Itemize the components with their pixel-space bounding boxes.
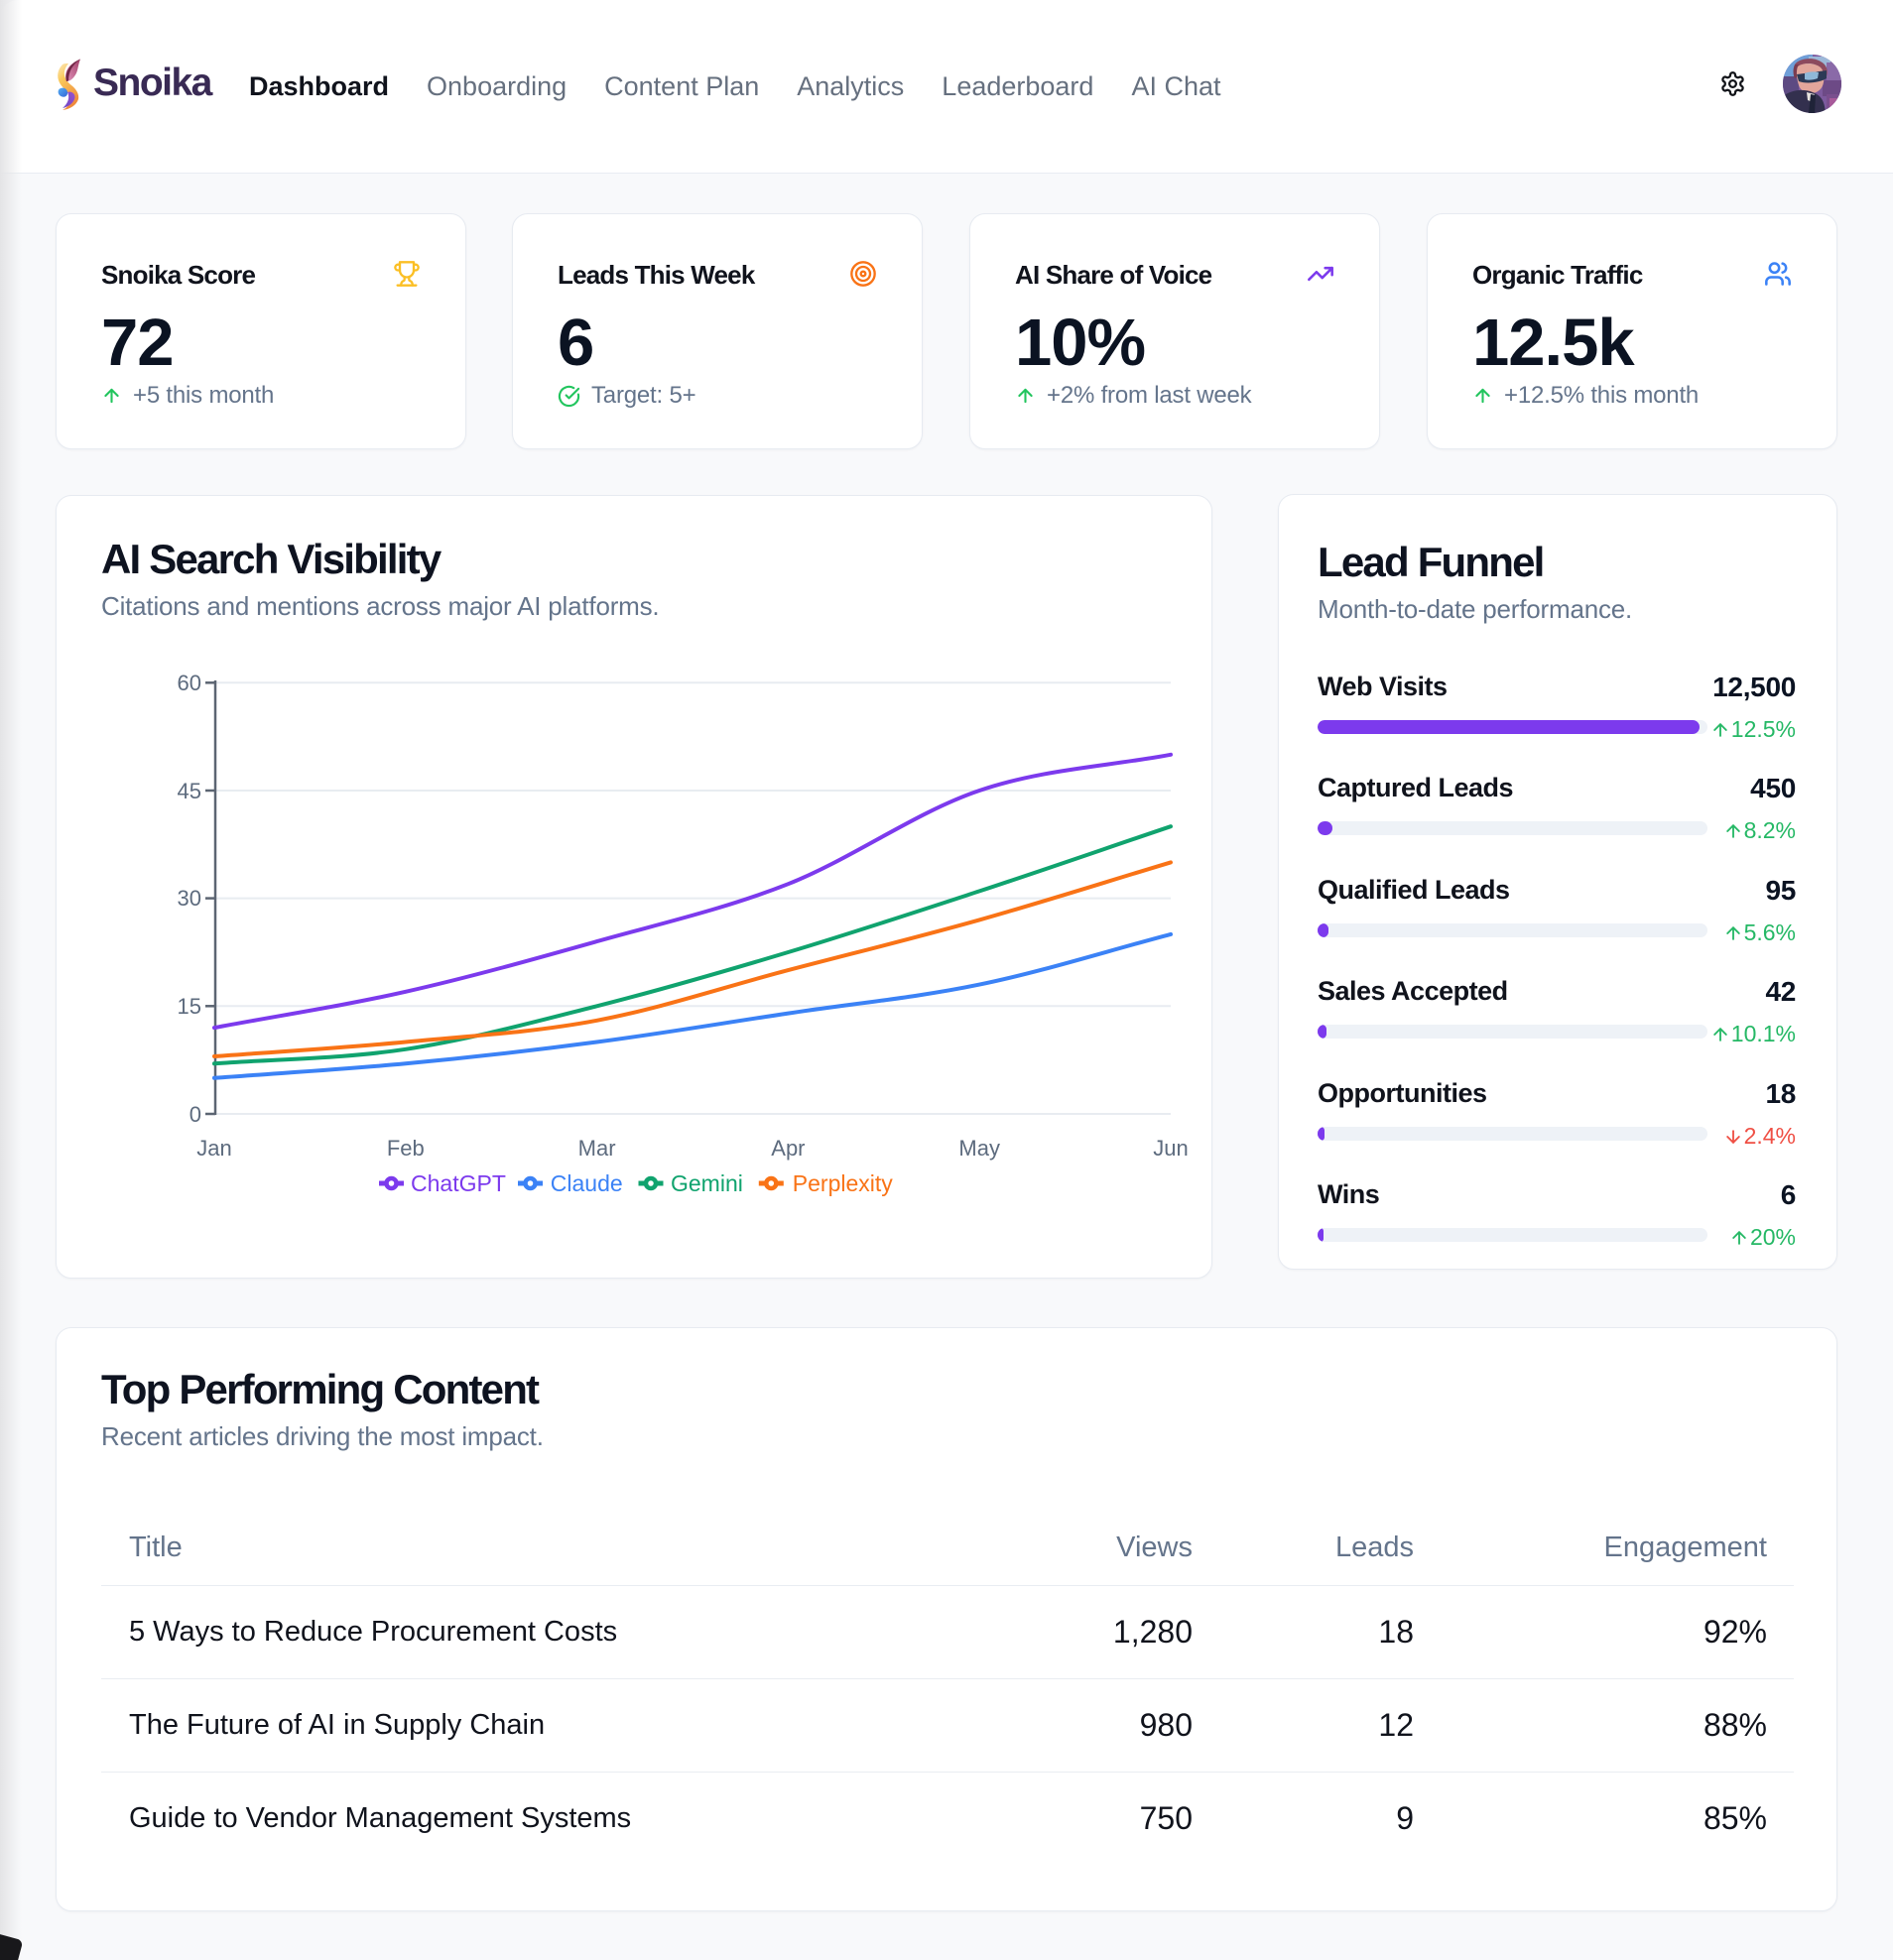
svg-text:Feb: Feb	[387, 1136, 425, 1161]
svg-text:60: 60	[178, 671, 201, 695]
svg-text:Jan: Jan	[196, 1136, 231, 1161]
svg-text:Apr: Apr	[771, 1136, 805, 1161]
svg-text:15: 15	[178, 994, 201, 1019]
svg-text:ChatGPT: ChatGPT	[411, 1170, 506, 1196]
svg-text:45: 45	[178, 779, 201, 803]
svg-text:May: May	[958, 1136, 1000, 1161]
svg-text:Perplexity: Perplexity	[793, 1170, 893, 1196]
svg-text:30: 30	[178, 886, 201, 911]
svg-text:Gemini: Gemini	[671, 1170, 743, 1196]
svg-text:Mar: Mar	[578, 1136, 616, 1161]
svg-text:0: 0	[189, 1102, 201, 1127]
svg-text:Jun: Jun	[1153, 1136, 1188, 1161]
svg-text:Claude: Claude	[551, 1170, 623, 1196]
